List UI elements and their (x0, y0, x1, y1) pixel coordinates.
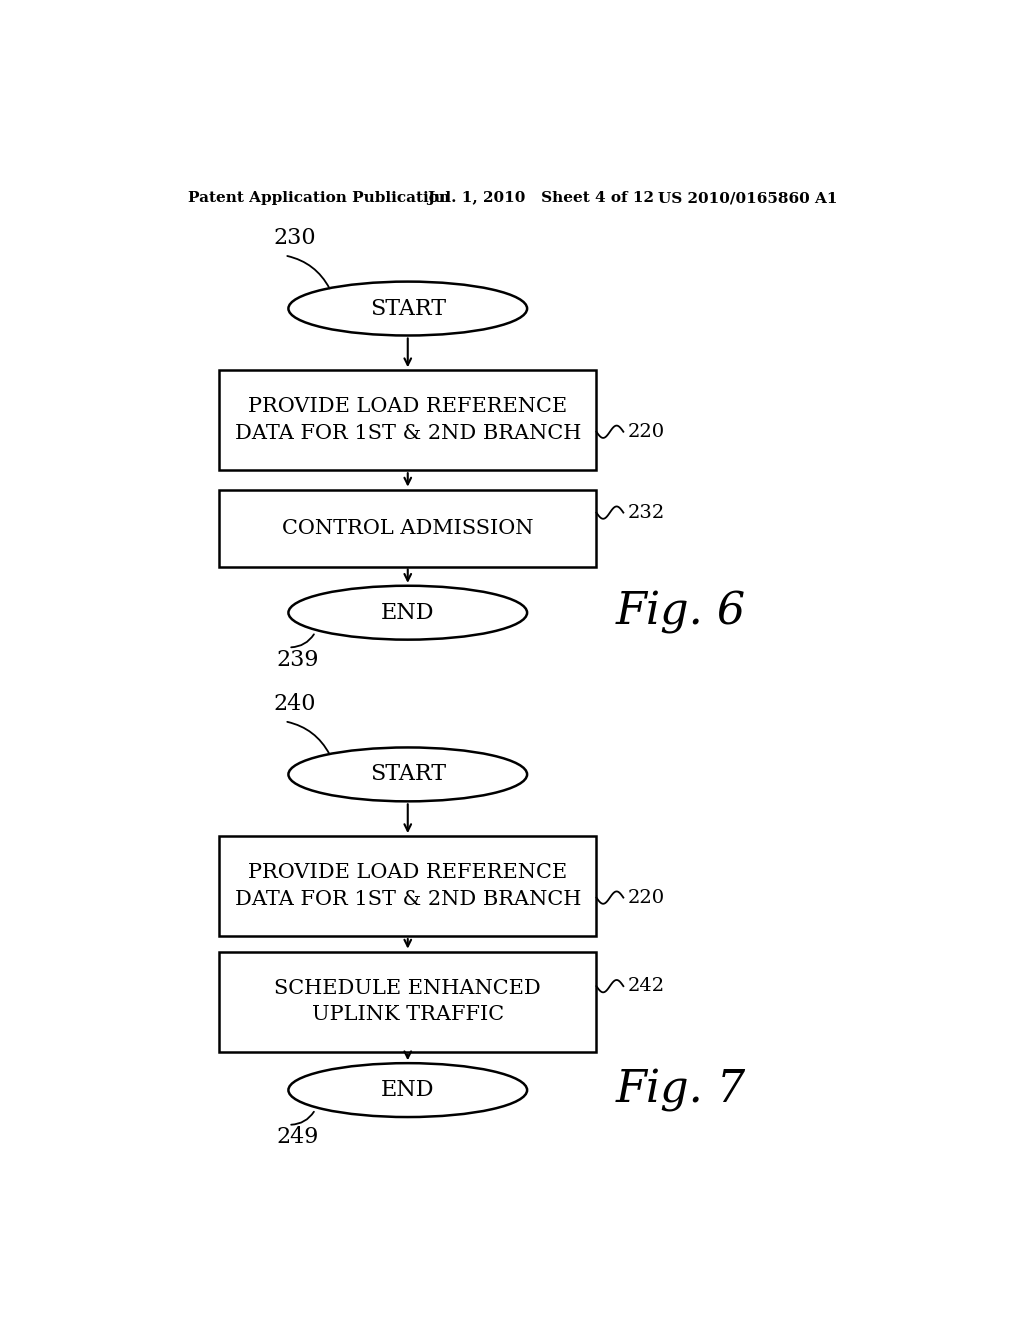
Text: START: START (370, 297, 445, 319)
Text: END: END (381, 602, 434, 624)
Text: 220: 220 (628, 422, 665, 441)
Text: 239: 239 (276, 649, 319, 671)
Text: US 2010/0165860 A1: US 2010/0165860 A1 (658, 191, 838, 206)
Text: Fig. 6: Fig. 6 (615, 591, 745, 635)
Text: Patent Application Publication: Patent Application Publication (188, 191, 451, 206)
Text: CONTROL ADMISSION: CONTROL ADMISSION (282, 519, 534, 537)
Text: 232: 232 (628, 504, 665, 521)
Text: 242: 242 (628, 977, 665, 995)
Text: PROVIDE LOAD REFERENCE
DATA FOR 1ST & 2ND BRANCH: PROVIDE LOAD REFERENCE DATA FOR 1ST & 2N… (234, 863, 581, 908)
Text: Fig. 7: Fig. 7 (615, 1068, 745, 1111)
Text: Jul. 1, 2010   Sheet 4 of 12: Jul. 1, 2010 Sheet 4 of 12 (427, 191, 654, 206)
Text: 240: 240 (273, 693, 315, 715)
Text: END: END (381, 1080, 434, 1101)
Text: 249: 249 (276, 1126, 319, 1148)
Text: START: START (370, 763, 445, 785)
Text: PROVIDE LOAD REFERENCE
DATA FOR 1ST & 2ND BRANCH: PROVIDE LOAD REFERENCE DATA FOR 1ST & 2N… (234, 397, 581, 444)
Text: 220: 220 (628, 888, 665, 907)
Text: 230: 230 (273, 227, 315, 249)
Text: SCHEDULE ENHANCED
UPLINK TRAFFIC: SCHEDULE ENHANCED UPLINK TRAFFIC (274, 979, 541, 1024)
